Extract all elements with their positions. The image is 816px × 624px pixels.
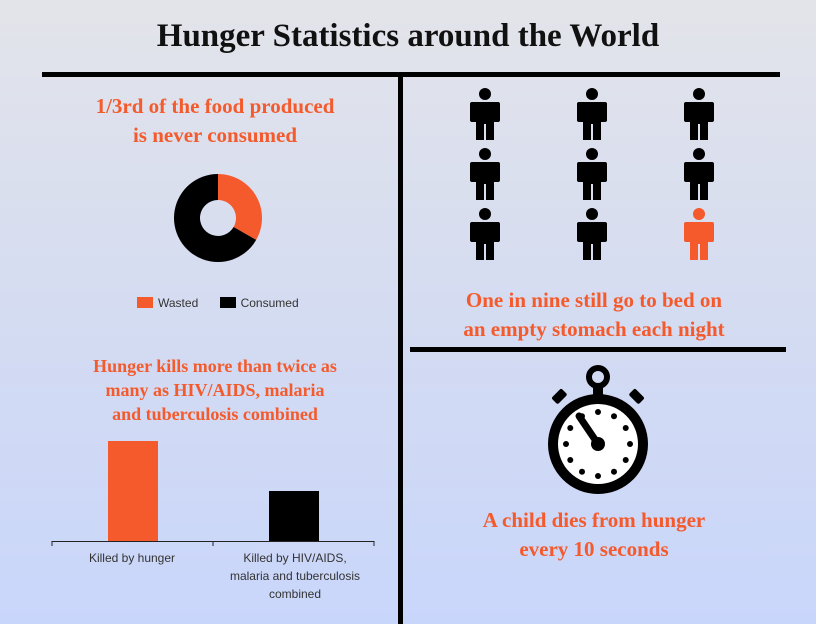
food-heading: 1/3rd of the food produced is never cons… (30, 92, 400, 150)
bar-heading-line1: Hunger kills more than twice as (93, 356, 337, 376)
timer-caption-line2: every 10 seconds (519, 537, 669, 561)
person-icon (470, 88, 500, 140)
stopwatch-tick (563, 441, 569, 447)
page-title: Hunger Statistics around the World (156, 18, 660, 54)
timer-caption-line1: A child dies from hunger (482, 508, 706, 532)
bar-chart (51, 441, 375, 546)
donut-slice-wasted (218, 174, 262, 240)
legend-label-consumed: Consumed (240, 296, 299, 310)
bar-hunger (108, 441, 158, 541)
stopwatch-tick (595, 409, 601, 415)
person-icon (577, 88, 607, 140)
stopwatch-tick (627, 441, 633, 447)
stopwatch-tick (595, 473, 601, 479)
bar-label-diseases: Killed by HIV/AIDS, malaria and tubercul… (210, 549, 380, 603)
bar-label-hunger-line1: Killed by hunger (88, 551, 176, 565)
food-heading-line1: 1/3rd of the food produced (95, 94, 335, 118)
donut-chart (174, 174, 262, 262)
stopwatch-tick (567, 425, 574, 431)
person-icon-highlighted (684, 208, 714, 260)
legend-item-wasted: Wasted (137, 296, 202, 310)
stopwatch-tick (567, 457, 574, 463)
bar-diseases (269, 491, 319, 541)
timer-caption: A child dies from hunger every 10 second… (405, 506, 783, 564)
legend-swatch-wasted (137, 297, 153, 308)
people-caption-line2: an empty stomach each night (463, 317, 725, 341)
person-icon (684, 148, 714, 200)
people-pictogram (470, 88, 714, 260)
stopwatch-icon (548, 365, 648, 494)
bar-label-hunger: Killed by hunger (62, 549, 202, 567)
stopwatch-tick (611, 413, 617, 420)
top-divider (42, 72, 780, 77)
person-icon (577, 208, 607, 260)
person-icon (577, 148, 607, 200)
people-caption-line1: One in nine still go to bed on (465, 288, 723, 312)
stopwatch-tick (611, 468, 617, 475)
bar-heading-line2: many as HIV/AIDS, malaria (105, 380, 325, 400)
person-icon (470, 148, 500, 200)
food-heading-line2: is never consumed (132, 123, 298, 147)
legend-item-consumed: Consumed (219, 296, 299, 310)
stopwatch-tick (622, 425, 629, 431)
person-icon (684, 88, 714, 140)
right-divider (410, 347, 786, 352)
stopwatch-tick (622, 457, 629, 463)
bar-label-diseases-line1: Killed by HIV/AIDS, (243, 551, 347, 565)
donut-legend: Wasted Consumed (137, 296, 299, 310)
legend-label-wasted: Wasted (158, 296, 199, 310)
legend-swatch-consumed (219, 297, 236, 308)
bar-label-diseases-line3: combined (268, 587, 322, 601)
person-icon (470, 208, 500, 260)
stopwatch-tick (579, 468, 585, 475)
bar-label-diseases-line2: malaria and tuberculosis (229, 569, 361, 583)
bar-heading: Hunger kills more than twice as many as … (30, 354, 400, 426)
bar-heading-line3: and tuberculosis combined (112, 404, 318, 424)
vertical-divider (398, 77, 403, 624)
people-caption: One in nine still go to bed on an empty … (405, 286, 783, 344)
donut-slice-consumed (174, 174, 257, 262)
